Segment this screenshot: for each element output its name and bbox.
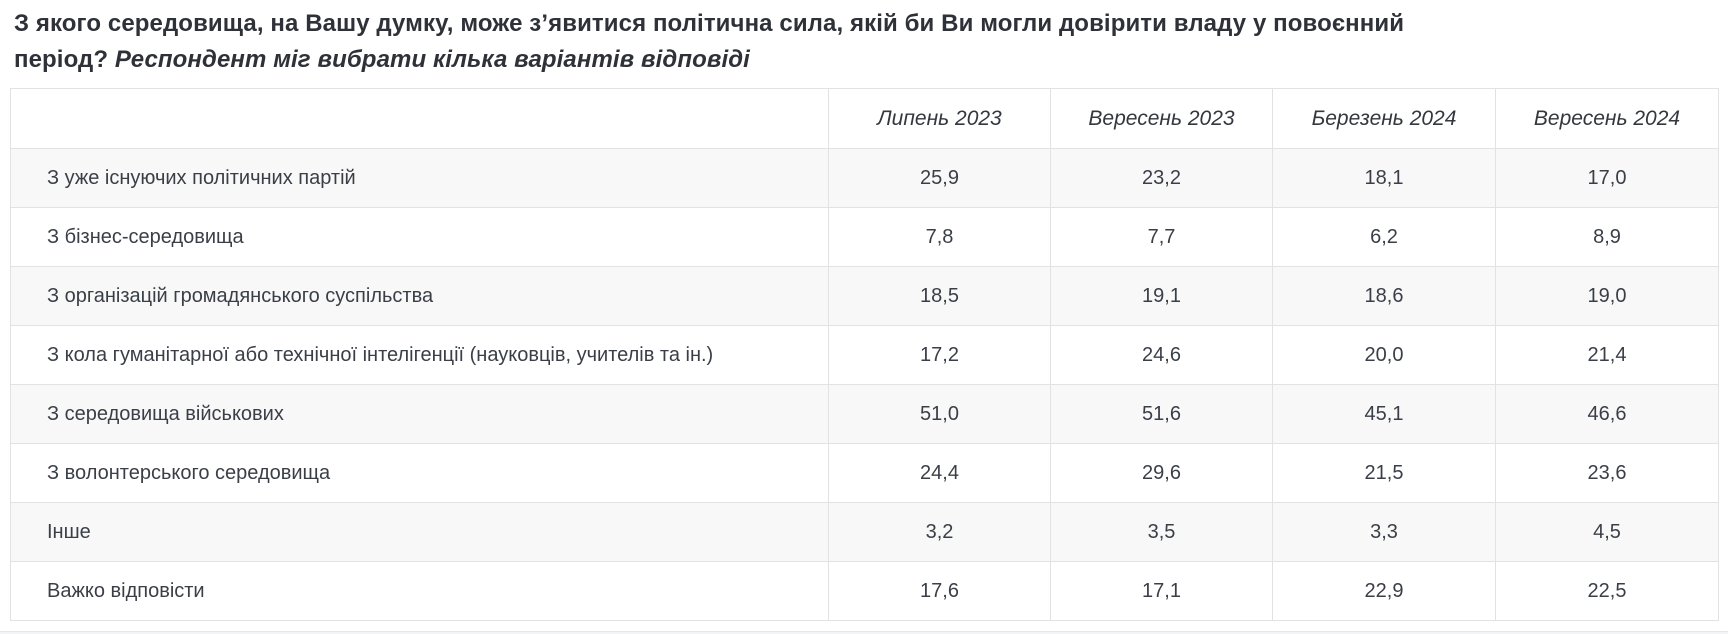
page: З якого середовища, на Вашу думку, може … xyxy=(0,6,1728,634)
value-cell: 23,6 xyxy=(1495,443,1719,503)
table-row: З бізнес-середовища 7,8 7,7 6,2 8,9 xyxy=(10,207,1719,267)
column-header-sep-2024: Вересень 2024 xyxy=(1495,88,1719,149)
row-label: Важко відповісти xyxy=(10,561,829,621)
next-section-strip xyxy=(0,631,1728,634)
table-row: З організацій громадянського суспільства… xyxy=(10,266,1719,326)
value-cell: 7,7 xyxy=(1050,207,1273,267)
value-cell: 17,1 xyxy=(1050,561,1273,621)
value-cell: 29,6 xyxy=(1050,443,1273,503)
value-cell: 17,0 xyxy=(1495,148,1719,208)
value-cell: 51,6 xyxy=(1050,384,1273,444)
value-cell: 46,6 xyxy=(1495,384,1719,444)
table-row: З волонтерського середовища 24,4 29,6 21… xyxy=(10,443,1719,503)
row-label: Інше xyxy=(10,502,829,562)
value-cell: 4,5 xyxy=(1495,502,1719,562)
value-cell: 22,9 xyxy=(1272,561,1496,621)
survey-question-title: З якого середовища, на Вашу думку, може … xyxy=(14,6,1484,78)
value-cell: 51,0 xyxy=(828,384,1051,444)
value-cell: 17,6 xyxy=(828,561,1051,621)
value-cell: 17,2 xyxy=(828,325,1051,385)
value-cell: 18,6 xyxy=(1272,266,1496,326)
value-cell: 7,8 xyxy=(828,207,1051,267)
table-row: З кола гуманітарної або технічної інтелі… xyxy=(10,325,1719,385)
table-row: Важко відповісти 17,6 17,1 22,9 22,5 xyxy=(10,561,1719,621)
value-cell: 21,5 xyxy=(1272,443,1496,503)
column-header-sep-2023: Вересень 2023 xyxy=(1050,88,1273,149)
value-cell: 22,5 xyxy=(1495,561,1719,621)
header-empty-cell xyxy=(10,88,829,149)
value-cell: 3,5 xyxy=(1050,502,1273,562)
column-header-jul-2023: Липень 2023 xyxy=(828,88,1051,149)
row-label: З кола гуманітарної або технічної інтелі… xyxy=(10,325,829,385)
value-cell: 19,1 xyxy=(1050,266,1273,326)
column-header-mar-2024: Березень 2024 xyxy=(1272,88,1496,149)
value-cell: 20,0 xyxy=(1272,325,1496,385)
row-label: З бізнес-середовища xyxy=(10,207,829,267)
value-cell: 24,4 xyxy=(828,443,1051,503)
row-label: З організацій громадянського суспільства xyxy=(10,266,829,326)
value-cell: 21,4 xyxy=(1495,325,1719,385)
table-row: З середовища військових 51,0 51,6 45,1 4… xyxy=(10,384,1719,444)
value-cell: 18,5 xyxy=(828,266,1051,326)
row-label: З волонтерського середовища xyxy=(10,443,829,503)
value-cell: 3,3 xyxy=(1272,502,1496,562)
value-cell: 24,6 xyxy=(1050,325,1273,385)
row-label: З середовища військових xyxy=(10,384,829,444)
value-cell: 8,9 xyxy=(1495,207,1719,267)
value-cell: 19,0 xyxy=(1495,266,1719,326)
table-row: Інше 3,2 3,5 3,3 4,5 xyxy=(10,502,1719,562)
row-label: З уже існуючих політичних партій xyxy=(10,148,829,208)
value-cell: 25,9 xyxy=(828,148,1051,208)
value-cell: 18,1 xyxy=(1272,148,1496,208)
value-cell: 45,1 xyxy=(1272,384,1496,444)
value-cell: 3,2 xyxy=(828,502,1051,562)
value-cell: 23,2 xyxy=(1050,148,1273,208)
value-cell: 6,2 xyxy=(1272,207,1496,267)
respondent-note: Респондент міг вибрати кілька варіантів … xyxy=(114,46,750,73)
header-row: Липень 2023 Вересень 2023 Березень 2024 … xyxy=(10,88,1719,149)
question-text: З якого середовища, на Вашу думку, може … xyxy=(14,10,1405,73)
table-row: З уже існуючих політичних партій 25,9 23… xyxy=(10,148,1719,208)
survey-results-table: Липень 2023 Вересень 2023 Березень 2024 … xyxy=(10,88,1719,621)
